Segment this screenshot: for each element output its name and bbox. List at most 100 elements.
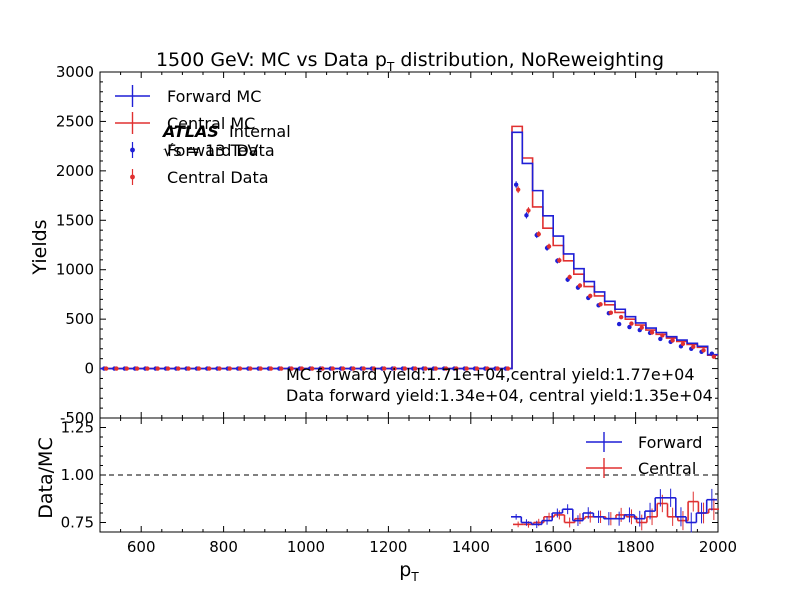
- central-data-point: [474, 366, 480, 371]
- y-tick-label: 0.75: [61, 514, 94, 532]
- x-tick-label: 600: [127, 538, 156, 556]
- central-data-point: [134, 366, 140, 371]
- forward-data-point: [524, 213, 529, 218]
- central-data-point: [680, 341, 686, 347]
- x-tick-label: 2000: [699, 538, 737, 556]
- central-data-point: [443, 366, 449, 371]
- central-data-point: [361, 366, 366, 371]
- central-data-point: [701, 348, 706, 353]
- central-data-point: [557, 258, 562, 263]
- central-data-point: [124, 366, 129, 371]
- y-tick-label: 2500: [56, 112, 94, 130]
- x-axis-label: pT: [399, 559, 419, 584]
- central-data-point: [186, 366, 191, 371]
- mc-yield-text: MC forward yield:1.71e+04,central yield:…: [286, 365, 695, 384]
- y-axis-label-top: Yields: [29, 219, 51, 275]
- central-data-point: [103, 366, 109, 371]
- y-axis-label-bottom: Data/MC: [35, 437, 57, 518]
- forward-data-point: [627, 324, 632, 330]
- chart-title: 1500 GeV: MC vs Data pT distribution, No…: [156, 49, 664, 74]
- central-data-point: [320, 366, 325, 371]
- central-data-point: [464, 366, 469, 371]
- y-tick-label: 1.25: [61, 419, 94, 437]
- central-data-point: [670, 338, 675, 343]
- legend-bottom: Forward Central: [586, 432, 702, 478]
- data-yield-text: Data forward yield:1.34e+04, central yie…: [286, 386, 713, 405]
- top-panel: -500 0 500 1000 1500 2000 2500 3000: [56, 63, 719, 427]
- legend-label: Forward Data: [167, 141, 275, 160]
- central-data-point: [536, 231, 541, 237]
- central-data-point: [567, 274, 572, 280]
- central-data-point: [155, 366, 160, 371]
- y-tick-label: 2000: [56, 162, 94, 180]
- legend-label: Central Data: [167, 168, 269, 187]
- central-data-point: [371, 366, 377, 371]
- y-tick-label: 500: [65, 310, 94, 328]
- central-data-point: [392, 366, 397, 371]
- central-data-point: [515, 187, 521, 192]
- central-data-point: [423, 366, 428, 371]
- y-tick-label: -500: [60, 409, 94, 427]
- forward-data-point: [513, 182, 519, 187]
- central-data-point: [454, 366, 459, 371]
- central-data-point: [639, 325, 644, 330]
- central-data-point: [248, 366, 253, 371]
- legend-top: Forward MC Central MC Forward Data Central …: [115, 85, 275, 187]
- central-data-point: [660, 333, 665, 338]
- y-tick-label: 0: [84, 360, 94, 378]
- ratio-histograms: [511, 488, 719, 533]
- central-data-point: [227, 366, 232, 371]
- central-data-point: [618, 314, 624, 320]
- atlas-suffix: Internal: [229, 122, 291, 141]
- bottom-panel: 600 800 1000 1200 1400 1600 1800 2000 0.75 1.00 1.…: [61, 417, 737, 556]
- central-data-point: [299, 366, 305, 371]
- legend-marker: [130, 147, 135, 153]
- central-data-point: [577, 283, 583, 288]
- central-data-point: [114, 366, 119, 371]
- central-data-point: [711, 354, 717, 359]
- y-tick-label: 1500: [56, 211, 94, 229]
- central-data-point: [402, 366, 408, 371]
- central-data-point: [268, 366, 274, 371]
- legend-label: Central MC: [167, 114, 255, 133]
- central-data-point: [412, 366, 418, 371]
- central-data-point: [649, 330, 655, 335]
- energy-label: √s = 13 TeV: [163, 141, 258, 160]
- central-data-point: [289, 366, 294, 371]
- x-tick-label: 1000: [287, 538, 325, 556]
- x-tick-label: 1200: [369, 538, 407, 556]
- x-tick-label: 1400: [452, 538, 490, 556]
- top-ticks: -500 0 500 1000 1500 2000 2500 3000: [56, 63, 719, 427]
- central-data-point: [588, 293, 593, 299]
- central-data-point: [629, 321, 634, 326]
- central-data-point: [351, 366, 356, 371]
- central-data-point: [330, 366, 335, 371]
- legend-label: Forward MC: [167, 87, 261, 106]
- central-data-point: [206, 366, 212, 371]
- central-data-point: [433, 366, 438, 371]
- central-data-point: [526, 208, 531, 213]
- central-data-point: [608, 310, 614, 315]
- forward-data-point: [616, 321, 622, 327]
- central-data-point: [217, 366, 222, 371]
- central-data-point: [485, 366, 490, 371]
- central-data-point: [546, 244, 552, 249]
- central-data-point: [279, 366, 284, 371]
- top-data-points: [101, 181, 717, 371]
- central-data-point: [165, 366, 171, 371]
- x-tick-label: 800: [209, 538, 238, 556]
- central-data-point: [598, 302, 603, 307]
- bottom-ticks: 600 800 1000 1200 1400 1600 1800 2000 0.75 1.00 1.…: [61, 417, 737, 556]
- atlas-label: ATLAS: [161, 122, 219, 141]
- y-tick-label: 3000: [56, 63, 94, 81]
- y-tick-label: 1.00: [61, 466, 94, 484]
- central-data-point: [691, 344, 696, 350]
- central-data-point: [495, 366, 500, 371]
- legend-label: Central: [638, 459, 696, 478]
- central-data-point: [145, 366, 150, 371]
- central-data-point: [309, 366, 315, 371]
- central-data-point: [196, 366, 202, 371]
- central-data-point: [382, 366, 387, 371]
